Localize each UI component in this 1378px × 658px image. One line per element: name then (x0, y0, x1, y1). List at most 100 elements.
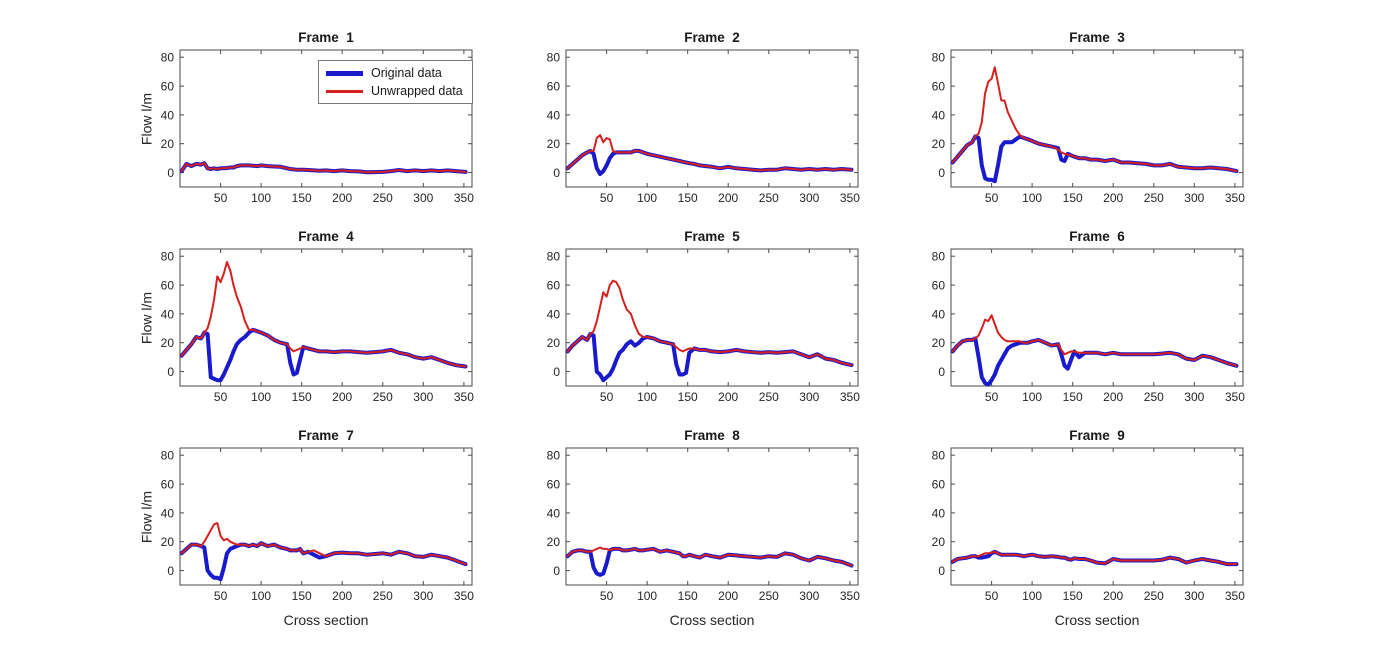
plot-title: Frame 1 (298, 30, 354, 45)
y-axis-label: Flow l/m (138, 92, 155, 146)
svg-text:200: 200 (332, 390, 352, 404)
svg-text:200: 200 (1103, 390, 1123, 404)
svg-text:60: 60 (161, 478, 175, 492)
svg-text:250: 250 (373, 390, 393, 404)
svg-text:20: 20 (547, 137, 561, 151)
svg-text:20: 20 (547, 535, 561, 549)
subplot-frame-1: Frame 1 50 100 150 200 250 300 350 0 20 40 60 80 Fl… (125, 28, 487, 211)
plot-area-frame-1: 50 100 150 200 250 300 350 0 20 40 60 80 (161, 49, 474, 205)
svg-text:50: 50 (985, 390, 999, 404)
svg-text:40: 40 (932, 307, 946, 321)
svg-text:100: 100 (1022, 191, 1042, 205)
svg-text:60: 60 (547, 478, 561, 492)
svg-text:80: 80 (547, 51, 561, 65)
svg-text:300: 300 (799, 390, 819, 404)
svg-text:20: 20 (932, 535, 946, 549)
svg-text:60: 60 (161, 80, 175, 94)
svg-text:60: 60 (932, 80, 946, 94)
svg-text:250: 250 (1144, 589, 1164, 603)
original-data-line-swatch (326, 70, 363, 76)
plot-title: Frame 2 (684, 30, 740, 45)
svg-text:40: 40 (932, 108, 946, 122)
svg-text:80: 80 (161, 250, 175, 264)
svg-text:80: 80 (161, 51, 175, 65)
svg-text:100: 100 (251, 390, 271, 404)
subplot-frame-8: Frame 8 50 100 150 200 250 300 350 0 20 40 60 80 Cr… (511, 426, 873, 641)
plot-area-frame-7: 50 100 150 200 250 300 350 0 20 40 60 80 (161, 447, 474, 603)
svg-text:40: 40 (161, 307, 175, 321)
svg-text:300: 300 (799, 589, 819, 603)
svg-text:350: 350 (1225, 191, 1245, 205)
svg-text:20: 20 (547, 336, 561, 350)
plot-title: Frame 6 (1069, 229, 1125, 244)
svg-text:40: 40 (547, 108, 561, 122)
svg-text:300: 300 (1184, 589, 1204, 603)
svg-text:250: 250 (1144, 191, 1164, 205)
plot-title: Frame 8 (684, 428, 740, 443)
svg-text:40: 40 (547, 506, 561, 520)
svg-text:100: 100 (637, 589, 657, 603)
svg-text:40: 40 (932, 506, 946, 520)
plot-title: Frame 5 (684, 229, 740, 244)
svg-text:200: 200 (718, 589, 738, 603)
plot-area-frame-6: 50 100 150 200 250 300 350 0 20 40 60 80 (932, 248, 1245, 404)
plot-area-frame-3: 50 100 150 200 250 300 350 0 20 40 60 80 (932, 49, 1245, 205)
svg-text:60: 60 (932, 279, 946, 293)
svg-text:80: 80 (547, 449, 561, 463)
svg-text:80: 80 (161, 449, 175, 463)
svg-text:0: 0 (167, 564, 174, 578)
svg-text:50: 50 (214, 191, 228, 205)
svg-text:80: 80 (932, 51, 946, 65)
svg-text:100: 100 (251, 191, 271, 205)
plot-title: Frame 7 (298, 428, 354, 443)
svg-text:200: 200 (718, 390, 738, 404)
svg-text:40: 40 (161, 506, 175, 520)
svg-text:100: 100 (1022, 589, 1042, 603)
svg-text:350: 350 (454, 191, 474, 205)
plot-area-frame-2: 50 100 150 200 250 300 350 0 20 40 60 80 (547, 49, 860, 205)
svg-text:200: 200 (332, 191, 352, 205)
x-axis-label: Cross section (1054, 612, 1140, 628)
unwrapped-data-line-swatch (326, 89, 363, 93)
svg-text:250: 250 (759, 589, 779, 603)
x-axis-label: Cross section (669, 612, 755, 628)
svg-text:20: 20 (932, 137, 946, 151)
svg-text:20: 20 (161, 535, 175, 549)
legend-label-unwrapped: Unwrapped data (371, 84, 463, 98)
svg-text:0: 0 (167, 365, 174, 379)
svg-text:150: 150 (678, 390, 698, 404)
svg-text:350: 350 (454, 390, 474, 404)
plot-title: Frame 4 (298, 229, 354, 244)
svg-text:20: 20 (161, 336, 175, 350)
svg-text:0: 0 (938, 365, 945, 379)
svg-text:250: 250 (759, 390, 779, 404)
svg-text:200: 200 (718, 191, 738, 205)
svg-text:300: 300 (413, 390, 433, 404)
svg-text:350: 350 (840, 390, 860, 404)
subplot-frame-2: Frame 2 50 100 150 200 250 300 350 0 20 40 60 80 (511, 28, 873, 211)
subplot-frame-5: Frame 5 50 100 150 200 250 300 350 0 20 40 60 80 (511, 227, 873, 410)
svg-text:300: 300 (1184, 390, 1204, 404)
svg-text:0: 0 (938, 166, 945, 180)
svg-text:150: 150 (292, 589, 312, 603)
plot-area-frame-9: 50 100 150 200 250 300 350 0 20 40 60 80 (932, 447, 1245, 603)
svg-text:40: 40 (161, 108, 175, 122)
legend-item-original: Original data (326, 66, 463, 80)
svg-text:150: 150 (1063, 390, 1083, 404)
svg-text:50: 50 (214, 390, 228, 404)
svg-text:300: 300 (1184, 191, 1204, 205)
svg-text:100: 100 (637, 191, 657, 205)
svg-text:20: 20 (161, 137, 175, 151)
svg-text:250: 250 (759, 191, 779, 205)
svg-text:60: 60 (932, 478, 946, 492)
svg-text:150: 150 (1063, 191, 1083, 205)
subplot-frame-7: Frame 7 50 100 150 200 250 300 350 0 20 40 60 80 Fl… (125, 426, 487, 641)
svg-text:300: 300 (799, 191, 819, 205)
svg-text:0: 0 (167, 166, 174, 180)
plot-title: Frame 9 (1069, 428, 1125, 443)
svg-text:250: 250 (373, 191, 393, 205)
svg-text:300: 300 (413, 191, 433, 205)
subplot-frame-4: Frame 4 50 100 150 200 250 300 350 0 20 40 60 80 Fl… (125, 227, 487, 410)
svg-text:350: 350 (454, 589, 474, 603)
svg-text:100: 100 (1022, 390, 1042, 404)
